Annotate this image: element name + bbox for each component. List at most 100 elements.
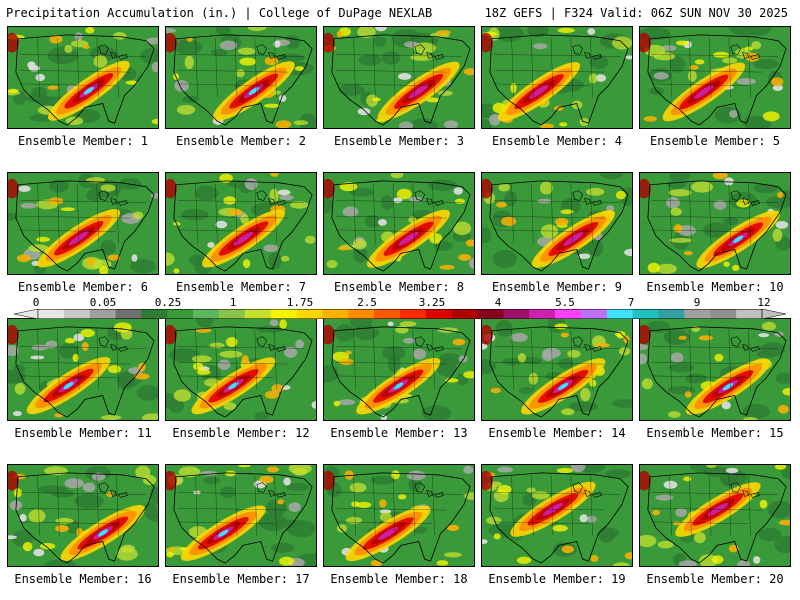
colorbar-segment [606, 309, 634, 319]
precip-map [640, 465, 790, 566]
colorbar-segment [736, 309, 763, 319]
colorbar-tick-label: 1.75 [286, 296, 314, 309]
colorbar-tick-label: 1 [229, 296, 237, 309]
colorbar-segment [555, 309, 582, 319]
precip-map [8, 319, 158, 420]
colorbar-tick-label: 5.5 [555, 296, 575, 309]
colorbar-tick-label: 7 [627, 296, 635, 309]
ensemble-panel [481, 26, 633, 129]
ensemble-panel [7, 464, 159, 567]
colorbar-segment [38, 309, 65, 319]
precip-map [482, 173, 632, 274]
precip-map [640, 319, 790, 420]
ensemble-member-label: Ensemble Member: 14 [488, 426, 626, 440]
colorbar-labels: 0 0.05 0.25 1 1.75 2.5 3.25 4 5.5 7 9 12 [0, 296, 800, 310]
ensemble-panel [481, 464, 633, 567]
ensemble-member-label: Ensemble Member: 9 [491, 280, 623, 294]
run-info: 18Z GEFS | F324 Valid: 06Z SUN NOV 30 20… [484, 6, 788, 20]
ensemble-member-label: Ensemble Member: 5 [649, 134, 781, 148]
ensemble-panel [7, 26, 159, 129]
colorbar-segment [244, 309, 272, 319]
precip-map [482, 465, 632, 566]
ensemble-panel [165, 318, 317, 421]
precip-map [8, 465, 158, 566]
colorbar-tick-label: 0.25 [154, 296, 182, 309]
colorbar-segment [451, 309, 478, 319]
ensemble-panel [165, 172, 317, 275]
colorbar [14, 309, 786, 319]
colorbar-segment [270, 309, 297, 319]
ensemble-panel [639, 172, 791, 275]
ensemble-member-label: Ensemble Member: 4 [491, 134, 623, 148]
precip-map [166, 319, 316, 420]
ensemble-member-label: Ensemble Member: 19 [488, 572, 626, 586]
colorbar-segment [374, 309, 401, 319]
colorbar-segment [425, 309, 453, 319]
colorbar-segment [477, 309, 504, 319]
ensemble-member-label: Ensemble Member: 16 [14, 572, 152, 586]
colorbar-segment [632, 309, 659, 319]
colorbar-tick-label: 9 [693, 296, 701, 309]
colorbar-segment [581, 309, 608, 319]
ensemble-panel [165, 464, 317, 567]
colorbar-tick-label: 0.05 [89, 296, 117, 309]
precip-map [324, 27, 474, 128]
colorbar-tick-label: 2.5 [357, 296, 377, 309]
colorbar-segment [167, 309, 194, 319]
colorbar-segment [684, 309, 711, 319]
ensemble-panel [323, 172, 475, 275]
precip-map [8, 173, 158, 274]
colorbar-segment [63, 309, 91, 319]
colorbar-segment [529, 309, 556, 319]
colorbar-tick-label: 3.25 [418, 296, 446, 309]
colorbar-segment [400, 309, 427, 319]
precip-map [324, 465, 474, 566]
ensemble-panel [323, 464, 475, 567]
colorbar-segment [89, 309, 116, 319]
ensemble-panel [639, 318, 791, 421]
ensemble-panel [639, 26, 791, 129]
ensemble-member-label: Ensemble Member: 3 [333, 134, 465, 148]
colorbar-segment [141, 309, 168, 319]
ensemble-member-label: Ensemble Member: 8 [333, 280, 465, 294]
ensemble-member-label: Ensemble Member: 15 [646, 426, 784, 440]
ensemble-panel [639, 464, 791, 567]
colorbar-segment [710, 309, 737, 319]
ensemble-member-label: Ensemble Member: 2 [175, 134, 307, 148]
colorbar-segment [348, 309, 375, 319]
precip-map [8, 27, 158, 128]
precip-map [166, 465, 316, 566]
ensemble-member-label: Ensemble Member: 17 [172, 572, 310, 586]
ensemble-member-label: Ensemble Member: 1 [17, 134, 149, 148]
colorbar-segment [658, 309, 685, 319]
precip-map [640, 27, 790, 128]
colorbar-tick-label: 4 [494, 296, 502, 309]
ensemble-member-label: Ensemble Member: 20 [646, 572, 784, 586]
colorbar-right-arrow [761, 309, 786, 319]
colorbar-tick-label: 12 [757, 296, 771, 309]
colorbar-segment [322, 309, 349, 319]
ensemble-panel [481, 318, 633, 421]
precip-map [482, 27, 632, 128]
ensemble-member-label: Ensemble Member: 7 [175, 280, 307, 294]
ensemble-member-label: Ensemble Member: 10 [646, 280, 784, 294]
colorbar-tick-label: 0 [32, 296, 40, 309]
precip-map [324, 319, 474, 420]
chart-title: Precipitation Accumulation (in.) | Colle… [6, 6, 433, 20]
colorbar-segment [296, 309, 323, 319]
ensemble-member-label: Ensemble Member: 11 [14, 426, 152, 440]
ensemble-member-label: Ensemble Member: 6 [17, 280, 149, 294]
precip-map [166, 27, 316, 128]
ensemble-panel [7, 318, 159, 421]
ensemble-panel [323, 26, 475, 129]
ensemble-member-label: Ensemble Member: 18 [330, 572, 468, 586]
colorbar-segment [115, 309, 142, 319]
ensemble-member-label: Ensemble Member: 12 [172, 426, 310, 440]
ensemble-panel [7, 172, 159, 275]
colorbar-segment [219, 309, 246, 319]
ensemble-panel [323, 318, 475, 421]
colorbar-segment [193, 309, 220, 319]
precip-map [482, 319, 632, 420]
ensemble-member-label: Ensemble Member: 13 [330, 426, 468, 440]
